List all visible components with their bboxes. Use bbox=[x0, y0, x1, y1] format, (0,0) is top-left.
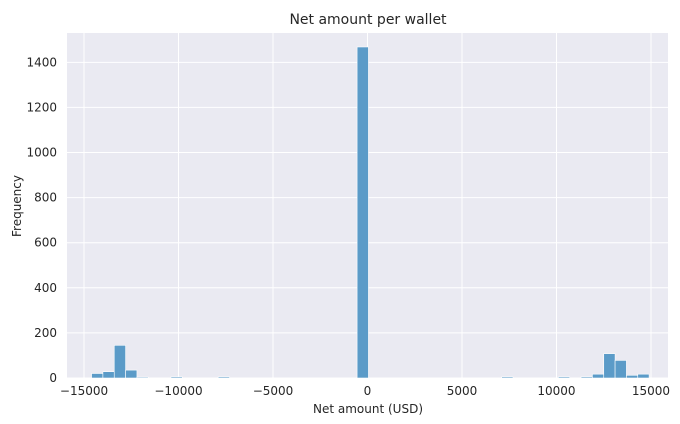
histogram-bar bbox=[558, 376, 571, 379]
x-tick-label: 15000 bbox=[632, 384, 670, 398]
histogram-bar bbox=[170, 376, 183, 379]
histogram-bar bbox=[603, 353, 616, 379]
x-tick-label: −15000 bbox=[60, 384, 108, 398]
y-tick-label: 200 bbox=[34, 326, 57, 340]
y-axis-ticks: 0 200 400 600 800 1000 1200 1400 bbox=[26, 55, 57, 385]
x-tick-label: −10000 bbox=[154, 384, 202, 398]
histogram-bar bbox=[136, 376, 149, 379]
histogram-bar bbox=[501, 376, 514, 379]
histogram-bar bbox=[113, 345, 126, 379]
chart-title: Net amount per wallet bbox=[289, 12, 447, 28]
histogram-bar bbox=[102, 371, 115, 379]
x-axis-ticks: −15000 −10000 −5000 0 5000 10000 15000 bbox=[60, 384, 670, 398]
histogram-bar bbox=[217, 376, 230, 379]
x-tick-label: −5000 bbox=[253, 384, 294, 398]
y-axis-label: Frequency bbox=[10, 175, 24, 237]
x-axis-label: Net amount (USD) bbox=[313, 402, 423, 416]
histogram-bar bbox=[580, 376, 593, 379]
histogram-bar bbox=[637, 373, 650, 379]
x-tick-label: 0 bbox=[364, 384, 372, 398]
histogram-bar bbox=[614, 360, 627, 379]
y-tick-label: 0 bbox=[49, 371, 57, 385]
y-tick-label: 1200 bbox=[26, 100, 57, 114]
x-tick-label: 10000 bbox=[537, 384, 575, 398]
y-tick-label: 1000 bbox=[26, 146, 57, 160]
histogram-bar bbox=[91, 373, 104, 379]
x-tick-label: 5000 bbox=[447, 384, 478, 398]
histogram-bars bbox=[91, 46, 650, 379]
y-tick-label: 1400 bbox=[26, 55, 57, 69]
y-tick-label: 800 bbox=[34, 191, 57, 205]
y-tick-label: 400 bbox=[34, 281, 57, 295]
histogram-bar bbox=[356, 46, 369, 379]
histogram-bar bbox=[125, 369, 138, 379]
histogram-bar bbox=[626, 374, 639, 379]
histogram-bar bbox=[592, 373, 605, 379]
y-tick-label: 600 bbox=[34, 236, 57, 250]
